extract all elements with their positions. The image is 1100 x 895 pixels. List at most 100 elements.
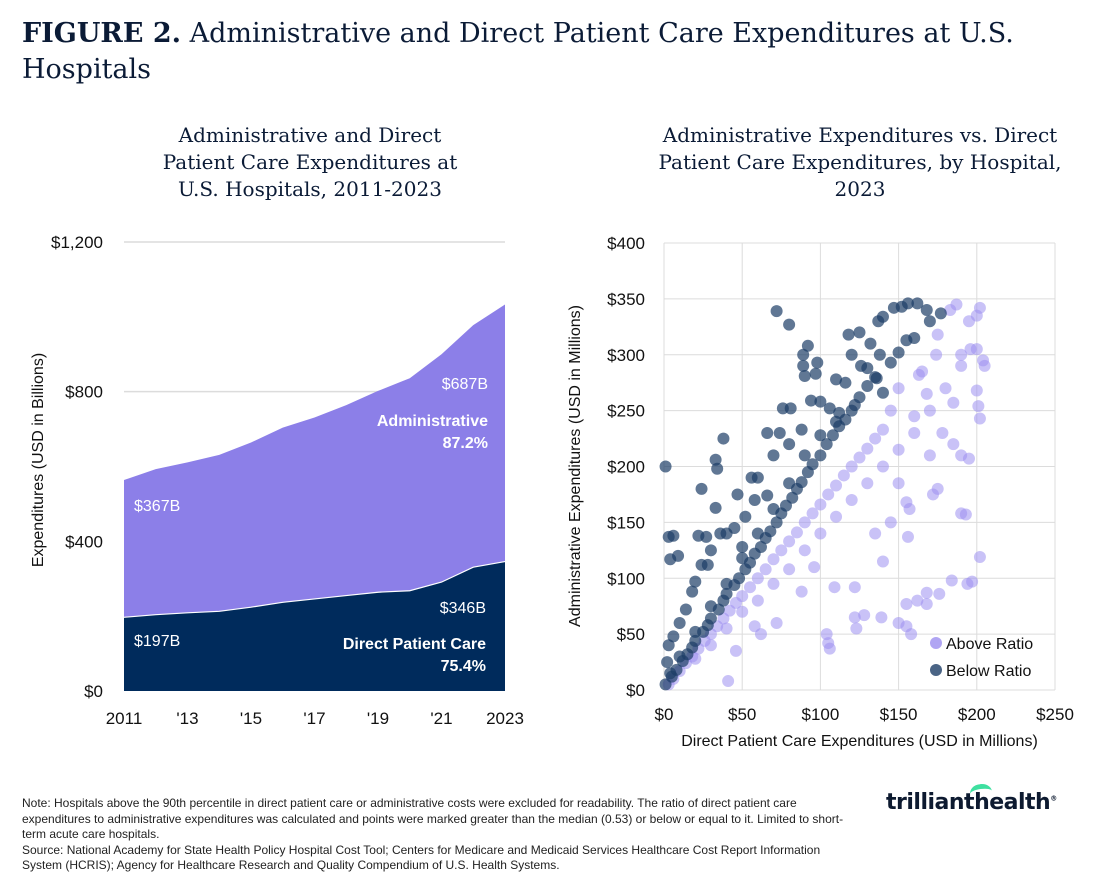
data-point [911,297,924,310]
admin-end-label: $687B [442,376,488,393]
data-point [936,426,949,439]
data-point [805,394,818,407]
data-point [842,328,855,341]
direct-patient-care-area [124,561,505,691]
x-tick-label: '17 [303,709,325,728]
data-point [973,551,986,564]
data-point [689,575,702,588]
data-point [798,516,811,529]
data-point [814,449,827,462]
data-point [775,544,788,557]
data-point [751,594,764,607]
data-point [892,346,905,359]
data-point [892,477,905,490]
data-point [767,502,780,515]
data-point [908,331,921,344]
x-tick-label: $150 [880,705,918,724]
data-point [795,585,808,598]
data-point [927,488,940,501]
data-point [903,502,916,515]
data-point [673,650,686,663]
data-point [875,611,888,624]
data-point [783,318,796,331]
data-point [908,410,921,423]
y-axis-title: Expenditures (USD in Billions) [30,353,47,567]
data-point [933,587,946,600]
figure-title-text: Administrative and Direct Patient Care E… [22,18,1014,85]
x-tick-label: $50 [728,705,756,724]
data-point [739,510,752,523]
data-point [761,489,774,502]
data-point [783,535,796,548]
data-point [884,404,897,417]
data-point [839,376,852,389]
footnote: Note: Hospitals above the 90th percentil… [22,796,862,874]
data-point [711,462,724,475]
x-tick-label: '15 [240,709,262,728]
data-point [770,305,783,318]
data-point [892,443,905,456]
data-point [761,426,774,439]
logo-part2: health [974,790,1051,815]
x-tick-label: '19 [367,709,389,728]
data-point [764,525,777,538]
data-point [850,622,863,635]
y-tick-label: $150 [607,513,645,532]
data-point [731,488,744,501]
data-point [947,396,960,409]
data-point [853,391,866,404]
data-point [830,479,843,492]
data-point [689,634,702,647]
data-point [751,471,764,484]
data-point [828,581,841,594]
footnote-source: Source: National Academy for State Healt… [22,842,821,873]
data-point [704,600,717,613]
data-point [736,590,749,603]
data-point [748,494,761,507]
direct-end-label: $346B [440,600,486,617]
data-point [826,429,839,442]
figure-label: FIGURE 2. [22,18,182,49]
y-tick-label: $300 [607,346,645,365]
data-point [695,482,708,495]
data-point [701,558,714,571]
data-point [709,453,722,466]
data-point [736,552,749,565]
data-point [845,460,858,473]
data-point [873,348,886,361]
x-axis-title: Direct Patient Care Expenditures (USD in… [681,733,1038,750]
data-point [751,527,764,540]
x-tick-label: $100 [801,705,839,724]
data-point [797,348,810,361]
data-point [751,572,764,585]
data-point [884,356,897,369]
data-point [814,498,827,511]
data-point [754,628,767,641]
data-point [876,460,889,473]
data-point [869,432,882,445]
data-point [801,339,814,352]
data-point [848,611,861,624]
logo-part1: trilliant [886,790,975,815]
data-point [945,574,958,587]
data-point [798,544,811,557]
footnote-note: Note: Hospitals above the 90th percentil… [22,796,844,842]
data-point [814,429,827,442]
data-point [972,400,985,413]
y-axis-title: Administrative Expenditures (USD in Mill… [567,305,584,627]
data-point [809,367,822,380]
data-point [970,384,983,397]
y-tick-label: $350 [607,290,645,309]
data-point [905,628,918,641]
data-point [964,343,977,356]
data-point [811,356,824,369]
data-point [920,387,933,400]
data-point [720,587,733,600]
data-point [704,612,717,625]
data-point [704,544,717,557]
admin-series-label: Administrative [377,413,488,430]
data-point [978,359,991,372]
data-point [808,561,821,574]
data-point [786,491,799,504]
y-tick-label: $0 [84,682,103,701]
